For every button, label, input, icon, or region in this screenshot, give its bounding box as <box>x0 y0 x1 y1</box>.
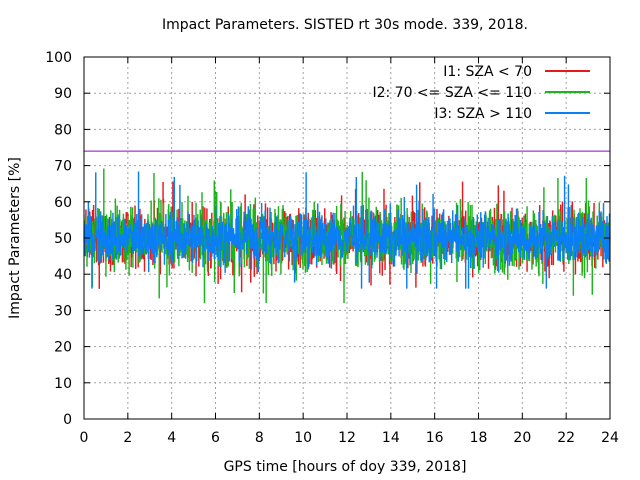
x-tick-label: 20 <box>513 430 531 446</box>
legend-label: I2: 70 <= SZA <= 110 <box>372 85 532 101</box>
y-tick-label: 80 <box>54 122 72 138</box>
y-tick-label: 60 <box>54 195 72 211</box>
y-tick-labels: 0 10 20 30 40 50 60 70 80 90 100 <box>45 50 72 428</box>
y-tick-label: 90 <box>54 86 72 102</box>
y-tick-label: 20 <box>54 340 72 356</box>
y-tick-label: 10 <box>54 376 72 392</box>
legend-item-2: I2: 70 <= SZA <= 110 <box>372 85 590 101</box>
x-tick-label: 22 <box>557 430 575 446</box>
y-tick-label: 50 <box>54 231 72 247</box>
x-tick-label: 24 <box>601 430 619 446</box>
x-tick-label: 0 <box>80 430 89 446</box>
x-tick-label: 12 <box>338 430 356 446</box>
x-axis-label: GPS time [hours of doy 339, 2018] <box>224 459 467 475</box>
x-tick-label: 2 <box>123 430 132 446</box>
legend-item-3: I3: SZA > 110 <box>434 106 590 122</box>
legend-item-1: I1: SZA < 70 <box>443 64 590 80</box>
y-tick-label: 100 <box>45 50 72 66</box>
x-tick-label: 4 <box>167 430 176 446</box>
chart-title: Impact Parameters. SISTED rt 30s mode. 3… <box>162 17 528 33</box>
x-tick-label: 18 <box>470 430 488 446</box>
y-tick-label: 30 <box>54 303 72 319</box>
x-tick-label: 8 <box>255 430 264 446</box>
ticks <box>83 56 611 420</box>
x-tick-label: 16 <box>426 430 444 446</box>
y-tick-label: 40 <box>54 267 72 283</box>
legend-label: I1: SZA < 70 <box>443 64 532 80</box>
legend-label: I3: SZA > 110 <box>434 106 532 122</box>
y-tick-label: 0 <box>63 412 72 428</box>
x-tick-label: 6 <box>211 430 220 446</box>
y-axis-label: Impact Parameters [%] <box>7 157 23 319</box>
y-tick-label: 70 <box>54 159 72 175</box>
x-tick-label: 10 <box>294 430 312 446</box>
x-tick-label: 14 <box>382 430 400 446</box>
x-tick-labels: 0 2 4 6 8 10 12 14 16 18 20 22 24 <box>80 430 619 446</box>
legend: I1: SZA < 70 I2: 70 <= SZA <= 110 I3: SZA … <box>372 64 590 122</box>
